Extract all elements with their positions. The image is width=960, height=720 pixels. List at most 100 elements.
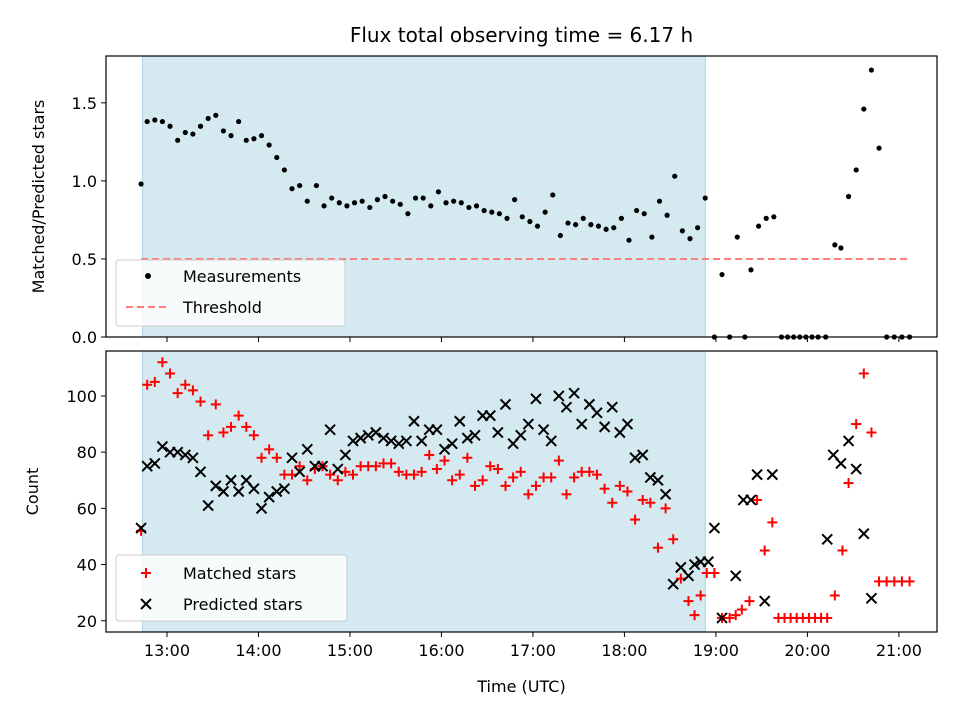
measurement-point [458,200,464,206]
measurement-point [838,245,844,251]
matched-star-point [416,466,427,477]
legend-plus-glyph [141,568,151,578]
predicted-star-point [454,415,466,427]
legend-predicted-marker [140,598,152,610]
measurement-point [220,128,227,134]
matched-star-point [142,379,153,390]
measurement-point [159,118,166,125]
measurement-point [329,195,335,201]
matched-star-point [454,469,465,480]
matched-star-point [241,421,252,432]
predicted-star-point [377,432,390,444]
matched-star-point [724,612,735,623]
predicted-star-point [865,592,878,604]
matched-star-point [546,472,557,483]
matched-star-point [736,604,747,615]
measurement-point [289,186,295,192]
measurement-point [565,220,571,226]
predicted-star-point [682,570,695,582]
predicted-star-point [702,556,714,568]
measurement-point [266,142,272,148]
predicted-star-point [354,432,367,444]
measurement-point [428,203,434,209]
predicted-star-point [202,499,214,512]
matched-star-point [149,376,160,387]
predicted-star-point [255,502,268,515]
matched-star-point [683,596,694,607]
matched-stars-series [136,357,915,623]
predicted-star-point [324,423,336,436]
predicted-star-point [492,426,504,439]
measurement-point [397,201,403,207]
matched-star-point [187,385,198,396]
matched-star-point [469,480,480,491]
measurement-point [496,211,502,217]
matched-star-point [500,480,511,491]
matched-star-point [447,475,458,486]
predicted-star-point [568,387,580,399]
matched-star-point [264,444,275,455]
ratio-y-axis: 0.0 0.5 1.0 1.5 [72,94,106,347]
matched-star-point [508,472,519,483]
predicted-star-point [385,435,397,447]
count-legend: Matched stars Predicted stars [115,554,348,622]
matched-star-point [386,458,397,469]
predicted-star-point [637,449,649,461]
matched-star-point [431,464,442,475]
measurement-point [504,215,510,221]
measurement-point [656,198,663,204]
predicted-star-point [271,485,283,498]
matched-star-point [172,388,183,399]
predicted-star-point [210,480,222,492]
matched-star-point [180,379,191,390]
measurement-point [304,198,310,204]
matched-star-point [668,534,679,545]
legend-predicted-label: Predicted stars [183,595,303,614]
predicted-star-point [141,460,153,472]
ratio-plot-frame [105,55,938,338]
predicted-star-point [263,491,275,503]
predicted-star-point [393,438,405,450]
measurement-point [611,225,617,231]
predicted-star-point [850,463,862,475]
measurement-point [519,214,525,220]
predicted-star-point [858,527,870,540]
measurement-point [861,106,867,112]
predicted-star-point [667,578,679,590]
predicted-star-point [156,440,169,453]
matched-star-point [332,475,343,486]
matched-star-point [424,449,435,460]
chart-title: Flux total observing time = 6.17 h [350,23,693,47]
measurement-point [719,271,725,278]
count-y-tick-label: 100 [66,387,97,406]
measurement-point [634,207,640,214]
predicted-star-point [217,485,230,498]
matched-star-point [695,590,706,601]
predicted-star-point [716,612,728,624]
predicted-star-point [484,409,496,422]
measurement-point [236,118,242,125]
measurement-point [588,222,594,228]
matched-star-point [165,368,176,379]
matched-star-point [553,455,564,466]
predicted-star-point [225,474,237,486]
measurement-point [382,193,388,200]
matched-star-point [569,472,580,483]
predicted-star-point [530,393,542,405]
matched-star-point [689,610,700,621]
measurement-point [205,115,211,122]
measurement-point [832,242,838,248]
matched-star-point [256,452,267,463]
predicted-star-point [560,401,573,413]
ratio-y-tick-label: 1.0 [72,172,97,191]
measurement-point [144,118,150,125]
predicted-star-point [293,466,306,478]
matched-star-point [858,368,869,379]
measurement-point [466,204,472,211]
measurement-point [297,182,303,189]
measurement-point [359,198,365,204]
ratio-legend-box [115,259,346,327]
legend-matched-label: Matched stars [183,564,296,583]
matched-star-point [561,489,572,500]
measurement-point [748,267,754,273]
